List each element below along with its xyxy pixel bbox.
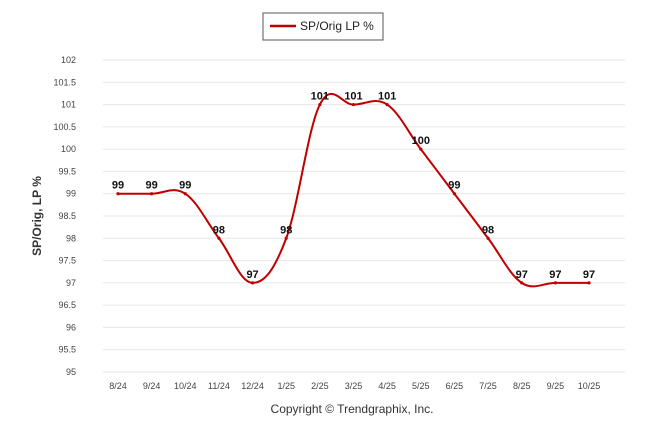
data-points — [116, 102, 591, 285]
legend-label: SP/Orig LP % — [300, 19, 374, 33]
data-label: 97 — [246, 269, 258, 281]
data-label: 97 — [516, 269, 528, 281]
data-point — [318, 102, 322, 107]
x-tick-label: 5/25 — [412, 381, 430, 391]
data-label: 101 — [378, 91, 396, 103]
y-tick-label: 97 — [66, 278, 76, 288]
data-point — [150, 192, 154, 196]
data-point — [486, 236, 490, 240]
x-tick-label: 10/25 — [578, 381, 601, 391]
data-point — [217, 236, 221, 240]
x-tick-label: 9/24 — [143, 381, 161, 391]
data-label: 99 — [179, 180, 191, 192]
x-tick-label: 3/25 — [345, 381, 363, 391]
x-tick-label: 1/25 — [277, 381, 295, 391]
data-point — [385, 102, 389, 107]
y-tick-label: 99 — [66, 189, 76, 199]
data-label: 99 — [146, 180, 158, 192]
data-point — [183, 192, 187, 196]
y-tick-label: 97.5 — [58, 256, 76, 266]
x-axis-ticks: 8/24 9/24 10/24 11/24 12/24 1/25 2/25 3/25 4/25 5… — [109, 381, 600, 391]
x-tick-label: 7/25 — [479, 381, 497, 391]
y-tick-label: 100.5 — [53, 122, 76, 132]
data-point — [520, 281, 524, 285]
data-point — [284, 236, 288, 240]
legend: SP/Orig LP % — [262, 12, 384, 41]
x-tick-label: 11/24 — [208, 381, 230, 391]
y-tick-label: 98.5 — [58, 211, 76, 221]
series-line — [117, 92, 589, 288]
x-tick-label: 9/25 — [547, 381, 565, 391]
copyright-footer: Copyright © Trendgraphix, Inc. — [271, 402, 434, 416]
y-tick-label: 102 — [61, 55, 76, 65]
data-point — [553, 281, 557, 285]
data-labels: 99 99 99 98 97 98 101 101 101 100 99 98 97 97 97 — [112, 91, 595, 281]
data-point — [351, 102, 356, 107]
data-point — [250, 281, 255, 285]
data-label: 98 — [280, 224, 292, 236]
data-label: 98 — [213, 224, 225, 236]
data-label: 98 — [482, 224, 494, 236]
y-tick-label: 95.5 — [58, 345, 76, 355]
x-tick-label: 8/25 — [513, 381, 531, 391]
data-label: 100 — [412, 135, 430, 147]
y-tick-label: 99.5 — [58, 166, 76, 176]
y-axis-label: SP/Orig, LP % — [30, 176, 44, 256]
data-point — [452, 192, 457, 196]
data-label: 97 — [549, 269, 561, 281]
data-point — [116, 192, 120, 196]
data-label: 101 — [344, 91, 362, 103]
y-tick-label: 95 — [66, 367, 76, 377]
data-label: 99 — [448, 180, 460, 192]
y-tick-label: 101 — [61, 100, 76, 110]
data-label: 101 — [311, 91, 329, 103]
y-tick-label: 98 — [66, 233, 76, 243]
data-label: 97 — [583, 269, 595, 281]
y-tick-label: 96 — [66, 322, 76, 332]
x-tick-label: 4/25 — [378, 381, 396, 391]
y-tick-label: 101.5 — [53, 77, 76, 87]
y-tick-label: 96.5 — [58, 300, 76, 310]
x-tick-label: 6/25 — [446, 381, 464, 391]
y-tick-label: 100 — [61, 144, 76, 154]
x-tick-label: 8/24 — [109, 381, 127, 391]
data-point — [419, 147, 423, 151]
grid-lines — [103, 59, 625, 373]
data-label: 99 — [112, 180, 124, 192]
y-axis-ticks: 95 95.5 96 96.5 97 97.5 98 98.5 99 99.5 100 100.5 10… — [53, 55, 76, 377]
data-point — [587, 281, 591, 285]
x-tick-label: 2/25 — [311, 381, 329, 391]
x-tick-label: 12/24 — [241, 381, 264, 391]
x-tick-label: 10/24 — [174, 381, 197, 391]
